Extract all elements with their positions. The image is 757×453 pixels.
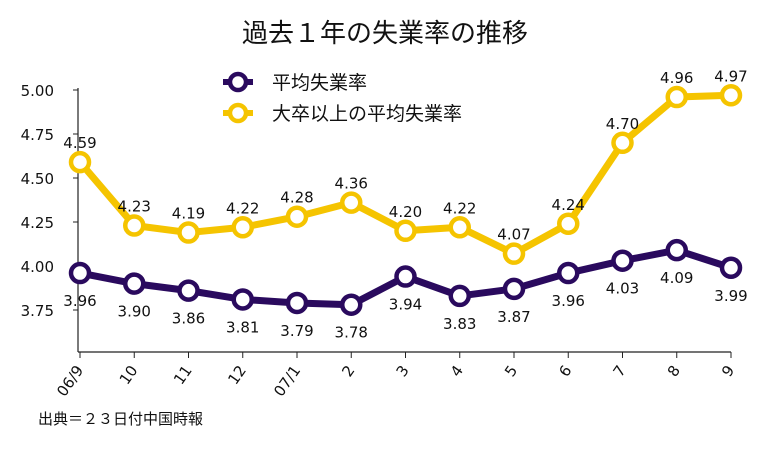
series-1-point — [340, 191, 363, 214]
y-axis-ticks: 3.75 4.00 4.25 4.50 4.75 5.00 — [21, 82, 78, 320]
series-1-data-label: 4.70 — [606, 115, 639, 133]
series-1-data-label: 4.22 — [443, 199, 476, 217]
series-0-data-label: 3.79 — [280, 322, 313, 340]
series-1-point — [177, 221, 200, 244]
x-tick-label: 2 — [338, 362, 358, 380]
series-0-data-label: 3.94 — [389, 296, 422, 314]
series-1-data-label: 4.22 — [226, 199, 259, 217]
x-tick-label: 9 — [718, 362, 738, 380]
x-tick-label: 6 — [555, 362, 575, 380]
series-0-data-label: 4.03 — [606, 280, 639, 298]
series-1-data-label: 4.07 — [497, 226, 530, 244]
x-tick-label: 06/9 — [53, 362, 87, 400]
x-tick-label: 07/1 — [270, 362, 304, 400]
x-tick-label: 8 — [664, 362, 684, 380]
legend-swatch-marker — [227, 102, 249, 124]
x-tick-label: 5 — [501, 362, 521, 380]
series-1-data-label: 4.23 — [118, 198, 151, 216]
series-0-data-label: 3.78 — [335, 324, 368, 342]
series-0-point — [719, 256, 743, 280]
x-axis-ticks: 06/9 10 11 12 07/1 2 3 4 5 6 7 8 9 — [53, 352, 738, 400]
series-0-point — [68, 261, 92, 285]
series-0-point — [611, 249, 634, 272]
series-0-data-label: 3.87 — [497, 308, 530, 326]
series-1-point — [611, 131, 634, 155]
y-tick-label: 4.00 — [21, 258, 54, 276]
series-1-data-label: 4.59 — [63, 134, 96, 152]
series-1-point — [285, 205, 309, 228]
series-1-data-label: 4.96 — [660, 69, 693, 87]
series-1-point — [68, 150, 92, 174]
series-0-data-label: 3.81 — [226, 318, 259, 336]
series-0-point — [557, 261, 580, 285]
series-0-point — [177, 279, 200, 302]
series-0-data-label: 3.96 — [552, 292, 585, 310]
series-1-data-label: 4.24 — [552, 196, 585, 214]
series-0-point — [502, 277, 526, 301]
legend-swatch-marker — [227, 71, 249, 93]
series-1-point — [394, 219, 417, 243]
series-1-data-label: 4.20 — [389, 203, 422, 221]
x-tick-label: 12 — [224, 362, 250, 388]
series-1-data-label: 4.19 — [172, 205, 205, 223]
series-0-data-label: 3.99 — [714, 287, 747, 305]
y-tick-label: 3.75 — [21, 302, 54, 320]
series-1-data-label: 4.28 — [280, 189, 313, 207]
series-1-point — [231, 216, 254, 239]
x-tick-label: 11 — [170, 362, 196, 388]
legend-label: 大卒以上の平均失業率 — [272, 103, 462, 125]
x-tick-label: 7 — [610, 362, 630, 380]
x-tick-label: 10 — [116, 362, 142, 388]
series-1-point — [502, 242, 526, 265]
y-tick-label: 4.50 — [21, 170, 54, 188]
series-1-point — [719, 84, 743, 107]
series-1-point — [448, 216, 471, 239]
series-0-data-label: 3.90 — [118, 303, 151, 321]
series-0-data-label: 3.83 — [443, 315, 476, 333]
data-labels: 3.96 3.90 3.86 3.81 3.79 3.78 3.94 3.83 3.87 3.96… — [63, 67, 747, 341]
series-1-point — [557, 212, 580, 236]
y-tick-label: 4.25 — [21, 214, 54, 232]
legend-label: 平均失業率 — [272, 72, 367, 94]
series-0-point — [448, 284, 471, 308]
x-tick-label: 4 — [447, 362, 467, 380]
series-0-point — [123, 272, 146, 295]
x-tick-label: 3 — [393, 362, 413, 380]
series-1-point — [123, 214, 146, 237]
series-0-data-label: 4.09 — [660, 269, 693, 287]
y-tick-label: 5.00 — [21, 82, 54, 100]
series-0-point — [394, 265, 417, 288]
source-note: 出典＝２３日付中国時報 — [38, 410, 203, 428]
series-0-data-label: 3.96 — [63, 292, 96, 310]
series-0-point — [665, 238, 688, 262]
series-group — [68, 84, 743, 316]
series-1-data-label: 4.36 — [335, 175, 368, 193]
series-1-data-label: 4.97 — [714, 67, 747, 85]
y-tick-label: 4.75 — [21, 126, 54, 144]
series-0-point — [231, 288, 254, 311]
series-1-point — [665, 85, 688, 109]
series-0-data-label: 3.86 — [172, 310, 205, 328]
series-0-point — [340, 293, 363, 316]
series-0-point — [285, 291, 309, 315]
chart-title: 過去１年の失業率の推移 — [242, 19, 528, 49]
